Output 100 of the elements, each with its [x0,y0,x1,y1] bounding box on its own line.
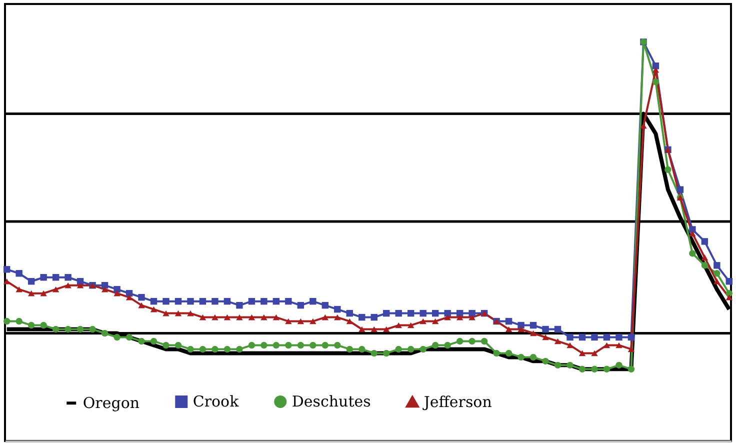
point [236,302,243,309]
point [542,358,549,365]
point [566,334,574,341]
point [566,342,574,348]
point [199,298,206,305]
point [272,314,280,320]
point [272,342,280,349]
point [138,338,145,345]
point [578,350,586,356]
point [689,250,696,257]
point [603,334,610,341]
point [444,342,451,349]
point [530,322,537,329]
point [530,354,537,361]
point [52,274,60,281]
point [358,326,366,332]
point [3,266,10,273]
point [444,314,451,320]
point [248,342,256,349]
point [518,326,524,332]
point [456,338,464,345]
point [468,338,476,345]
point [616,342,622,348]
point [480,338,488,345]
point [420,310,426,317]
point [101,286,108,292]
point [126,294,133,300]
point [456,314,464,320]
point [578,366,586,373]
point [187,310,194,316]
point [28,322,35,329]
point [407,322,414,328]
point [432,310,439,317]
point [616,334,622,341]
point [212,314,218,320]
point [272,298,280,305]
point [358,314,366,321]
point [542,326,549,333]
point [40,274,47,281]
point [297,318,304,324]
point [566,362,574,369]
point [199,346,206,353]
point [260,298,268,305]
point [162,298,170,305]
point [407,310,414,317]
point [676,186,684,193]
point [322,302,329,309]
point [505,326,512,332]
point [628,366,635,373]
point [310,318,316,324]
point [346,318,353,324]
point [554,338,562,344]
point [162,310,170,316]
point [28,278,35,285]
point [395,310,402,317]
point [126,334,133,341]
point [726,290,733,297]
point [383,350,390,357]
point [432,318,439,324]
point [297,342,304,349]
point [52,286,60,292]
point [236,314,243,320]
point [260,314,268,320]
point [603,366,610,373]
point [432,342,439,349]
point [212,298,218,305]
point [664,166,672,173]
point [420,346,426,353]
point [322,342,329,349]
point [493,350,500,357]
point [40,322,47,329]
point [224,314,231,320]
point [407,346,414,353]
point [89,326,96,333]
point [224,298,231,305]
point [370,350,378,357]
point [28,290,35,296]
point [174,298,182,305]
legend-label: Crook [192,392,240,411]
point [554,362,562,369]
point [64,326,72,333]
point [138,302,145,308]
point [64,274,72,281]
point [542,334,549,340]
point [701,262,708,269]
legend-label: Oregon [82,394,140,412]
point [578,334,586,341]
point [334,342,341,349]
point [3,318,10,325]
point [358,346,366,353]
point [40,290,47,296]
point [383,326,390,332]
point [150,298,158,305]
point [187,346,194,353]
point [101,330,108,337]
point [689,230,696,236]
point [76,282,84,288]
point [114,290,120,296]
point [76,326,84,333]
point [726,294,733,300]
